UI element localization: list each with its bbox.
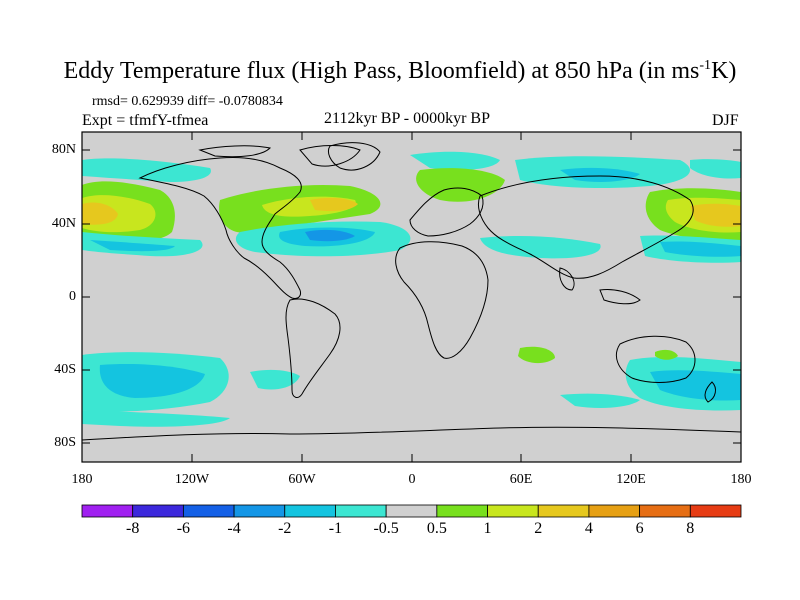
lat-label: 0 [69,289,76,304]
title-main: Eddy Temperature flux (High Pass, Bloomf… [63,58,700,84]
title-superscript: -1 [699,58,712,73]
period-label: 2112kyr BP - 0000kyr BP [324,110,490,127]
colorbar-swatch [639,504,691,518]
title-end: K) [711,58,737,84]
coastlines [82,142,741,441]
colorbar-label: -4 [227,520,241,537]
lon-label: 60E [509,472,533,487]
colorbar-swatch [284,504,336,518]
colorbar-swatch [385,504,438,518]
colorbar-swatch [335,504,387,518]
colorbar-swatch [537,504,590,518]
lon-label: 180 [730,472,752,487]
colorbar-swatch [81,504,134,518]
lon-label: 120E [616,472,646,487]
colorbar-label: 6 [635,520,644,537]
colorbar-label: 0.5 [426,520,447,537]
colorbar-label: -8 [126,520,140,537]
colorbar-label: -6 [176,520,191,537]
lon-label: 180 [71,472,93,487]
colorbar-swatch [233,504,286,518]
axis-ticks [82,132,741,462]
colorbar-label: -2 [278,520,292,537]
colorbar-label: 1 [483,520,492,537]
colorbar-swatch [132,504,184,518]
colorbar-swatch [436,504,488,518]
chart-title: Eddy Temperature flux (High Pass, Bloomf… [0,58,800,85]
colorbar-label: 4 [584,520,593,537]
colorbar-label: 8 [686,520,695,537]
colorbar-label: -0.5 [373,520,399,537]
stats-label: rmsd= 0.629939 diff= -0.0780834 [92,94,283,109]
lat-label: 40S [54,362,76,377]
lat-label: 80S [54,435,76,450]
colorbar-swatch [689,504,742,518]
colorbar-swatch [487,504,539,518]
colorbar-swatch [588,504,641,518]
lat-label: 80N [51,142,76,157]
lon-label: 60W [288,472,316,487]
colorbar-label: 2 [534,520,543,537]
lat-label: 40N [51,216,76,231]
season-label: DJF [712,112,739,129]
experiment-label: Expt = tfmfY-tfmea [82,112,209,129]
colorbar-label: -1 [328,520,343,537]
lon-label: 120W [174,472,210,487]
lon-label: 0 [408,472,416,487]
colorbar-swatch [182,504,235,518]
colorbar [81,504,742,518]
